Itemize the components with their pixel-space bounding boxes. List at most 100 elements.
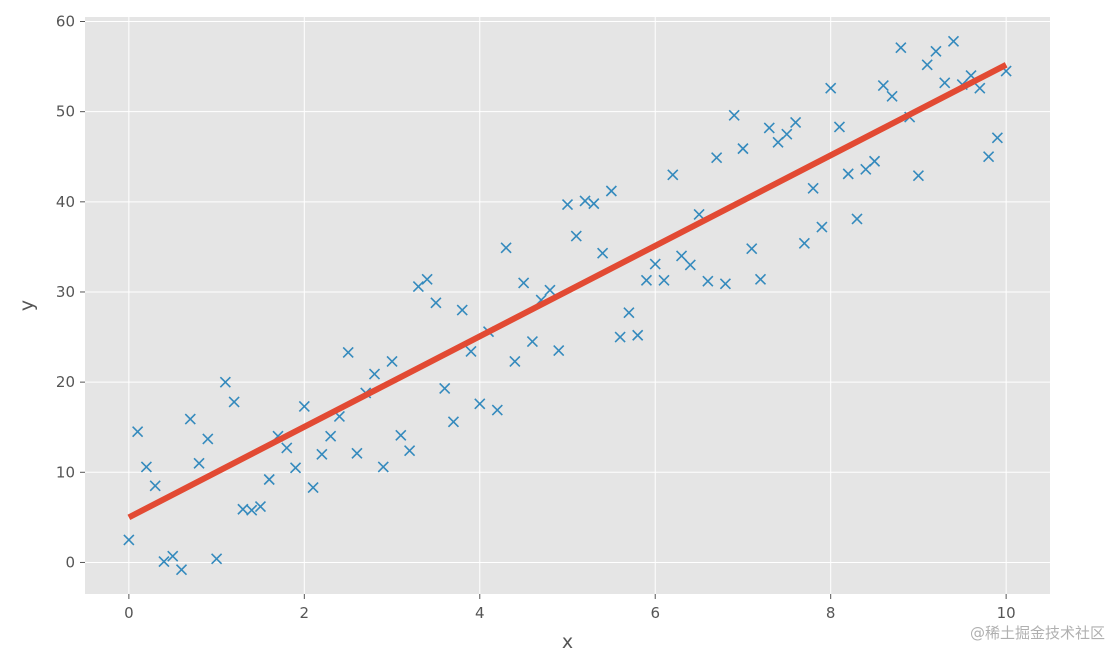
data-point [790,116,802,129]
data-point [781,128,793,140]
data-point [939,77,951,89]
data-point [746,243,758,255]
data-point [298,400,310,413]
data-point [930,45,942,57]
y-tick-label: 10 [56,463,75,481]
data-point [430,297,442,309]
x-tick-label: 6 [650,604,660,622]
data-point [404,445,416,457]
data-point [386,355,398,367]
x-axis-label: x [562,631,573,651]
data-point [123,534,135,546]
data-point [833,121,846,133]
data-point [912,170,924,182]
data-point [623,307,635,319]
data-point [693,208,705,221]
data-point [597,247,609,259]
data-point [281,442,293,454]
data-point [439,382,451,395]
data-point [193,457,205,469]
data-point [772,136,784,148]
data-point [342,346,354,358]
data-point [289,462,302,474]
data-point [614,331,626,343]
data-point [465,345,477,358]
y-tick-label: 0 [65,553,75,571]
data-point [868,155,881,167]
data-point [228,396,240,408]
data-point [860,163,872,175]
data-point [184,413,196,425]
data-point [561,198,574,211]
y-axis-label: y [16,300,38,311]
data-point [974,82,986,94]
data-point [675,250,688,262]
regression-line [127,62,1008,521]
data-point [491,404,503,416]
data-point [570,230,582,242]
data-point [658,274,670,286]
data-point [719,278,731,290]
data-point [526,335,538,348]
data-point [702,275,714,287]
data-point [316,448,328,460]
plot-background [85,17,1050,594]
data-point [412,281,424,293]
fit-line [127,62,1008,521]
data-point [763,122,775,134]
data-point [421,273,433,285]
data-points [123,35,1012,576]
data-point [640,274,653,286]
data-point [263,473,275,486]
data-point [237,503,249,515]
data-point [921,59,933,71]
y-tick-label: 60 [56,13,75,31]
x-tick-label: 10 [997,604,1016,622]
data-point [895,42,907,54]
data-point [149,480,161,492]
y-tick-label: 30 [56,283,75,301]
data-point [158,555,170,568]
data-point [219,376,231,388]
data-point [307,482,319,494]
data-point [649,258,661,270]
data-point [500,242,512,254]
data-point [877,79,889,92]
x-tick-label: 0 [124,604,134,622]
data-point [588,198,600,210]
data-point [167,550,179,562]
data-point [632,329,644,341]
data-point [395,429,407,441]
x-tick-label: 2 [300,604,310,622]
x-tick-label: 4 [475,604,485,622]
data-point [798,237,810,249]
data-point [825,82,837,94]
data-point [518,277,530,289]
data-point [447,416,460,428]
data-point [684,259,696,271]
data-point [175,564,188,576]
data-point [579,195,591,207]
data-point [553,345,565,357]
data-point [509,355,521,367]
data-point [991,132,1003,144]
data-point [947,35,960,47]
watermark: @稀土掘金技术社区 [969,624,1105,642]
data-point [132,426,144,438]
data-point [728,109,740,121]
data-point [456,304,468,316]
data-point [377,461,389,473]
data-point [842,168,854,180]
data-point [211,553,223,565]
data-point [474,398,486,410]
grid-lines [85,17,1050,594]
data-point [202,433,214,445]
x-tick-label: 8 [826,604,836,622]
data-point [544,284,556,296]
data-point [807,182,819,194]
data-point [368,368,381,380]
data-point [754,273,767,285]
y-tick-label: 50 [56,103,75,121]
data-point [711,152,723,164]
